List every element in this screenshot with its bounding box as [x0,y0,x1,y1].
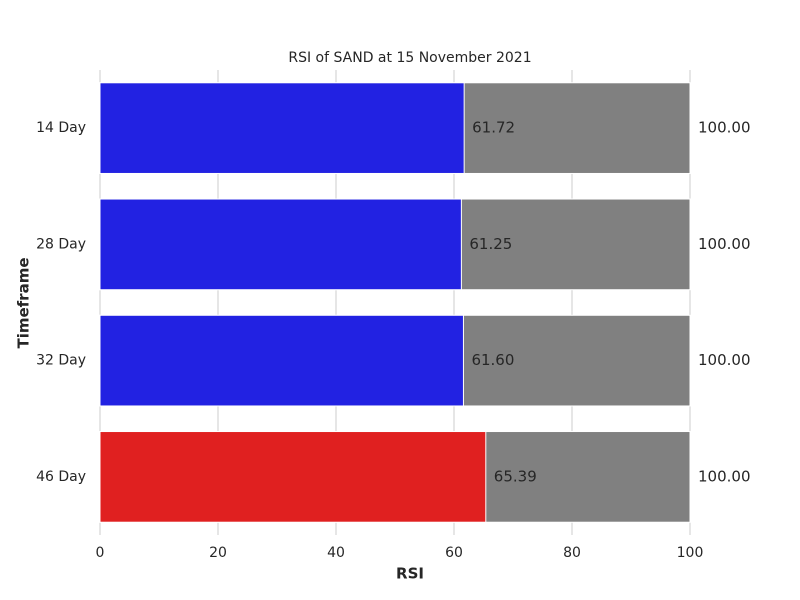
value-label: 61.25 [469,235,512,253]
value-label: 65.39 [494,467,537,485]
y-tick-label: 32 Day [36,353,86,369]
y-tick-label: 14 Day [36,120,86,136]
x-tick-label: 100 [677,545,704,561]
bar [99,82,465,174]
value-label: 100.00 [698,467,751,485]
bar [99,314,464,407]
bar [99,431,487,523]
y-axis-label: Timeframe [15,257,33,348]
x-tick-label: 0 [96,545,105,561]
y-tick-label: 28 Day [36,236,86,252]
bar [99,198,462,291]
value-label: 100.00 [698,351,751,369]
value-label: 61.60 [471,351,514,369]
x-tick-label: 60 [445,545,463,561]
chart-title: RSI of SAND at 15 November 2021 [288,50,531,66]
x-tick-label: 40 [327,545,345,561]
value-label: 61.72 [472,119,515,137]
value-label: 100.00 [698,235,751,253]
y-tick-label: 46 Day [36,469,86,485]
value-label: 100.00 [698,119,751,137]
x-tick-label: 20 [209,545,227,561]
x-axis-label: RSI [396,565,424,583]
x-tick-label: 80 [563,545,581,561]
